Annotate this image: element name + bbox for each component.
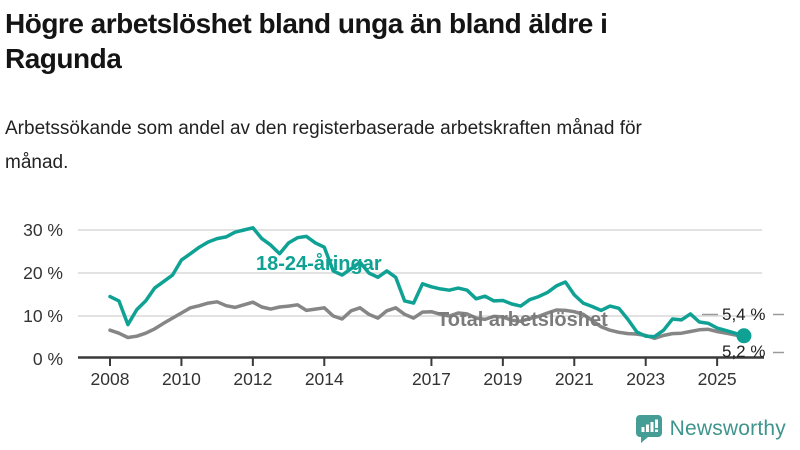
chart-title: Högre arbetslöshet bland unga än bland ä… — [5, 8, 608, 74]
end-value-label-young: 5,4 % — [722, 305, 765, 324]
x-tick-label: 2008 — [91, 369, 130, 389]
x-tick-label: 2012 — [233, 369, 272, 389]
series-end-dot — [736, 328, 752, 344]
y-tick-label: 30 % — [23, 220, 63, 240]
bar-1 — [641, 427, 645, 432]
x-tick-label: 2010 — [162, 369, 201, 389]
chart-subtitle: Arbetssökande som andel av den registerb… — [5, 118, 642, 174]
x-tick-label: 2025 — [698, 369, 737, 389]
y-tick-label: 20 % — [23, 263, 63, 283]
bar-3 — [650, 422, 654, 432]
exclamation-bar — [654, 419, 658, 428]
series-label-total: Total arbetslöshet — [437, 309, 608, 331]
y-axis-tick-labels: 0 % 10 % 20 % 30 % — [23, 220, 63, 369]
x-tick-label: 2014 — [305, 369, 344, 389]
end-value-label-total: 5,2 % — [722, 342, 765, 361]
y-tick-label: 10 % — [23, 306, 63, 326]
newsworthy-chart-bubble-icon — [635, 415, 662, 443]
bar-2 — [645, 424, 649, 432]
y-tick-label: 0 % — [33, 349, 63, 369]
series-label-young: 18-24-åringar — [256, 252, 382, 275]
gridlines — [78, 229, 762, 317]
newsworthy-brand[interactable]: Newsworthy — [635, 414, 786, 444]
x-tick-label: 2019 — [483, 369, 522, 389]
x-tick-label: 2017 — [412, 369, 451, 389]
x-tick-label: 2023 — [626, 369, 665, 389]
exclamation-dot — [654, 429, 658, 432]
data-series-lines — [108, 226, 746, 341]
brand-name: Newsworthy — [669, 417, 786, 440]
series-line-total-arbetslöshet — [108, 300, 746, 341]
series-line-18-24-åringar — [108, 226, 746, 339]
x-axis-ticks: 2008 2010 2012 2014 2017 2019 2021 2023 2025 — [91, 357, 737, 389]
x-tick-label: 2021 — [555, 369, 594, 389]
